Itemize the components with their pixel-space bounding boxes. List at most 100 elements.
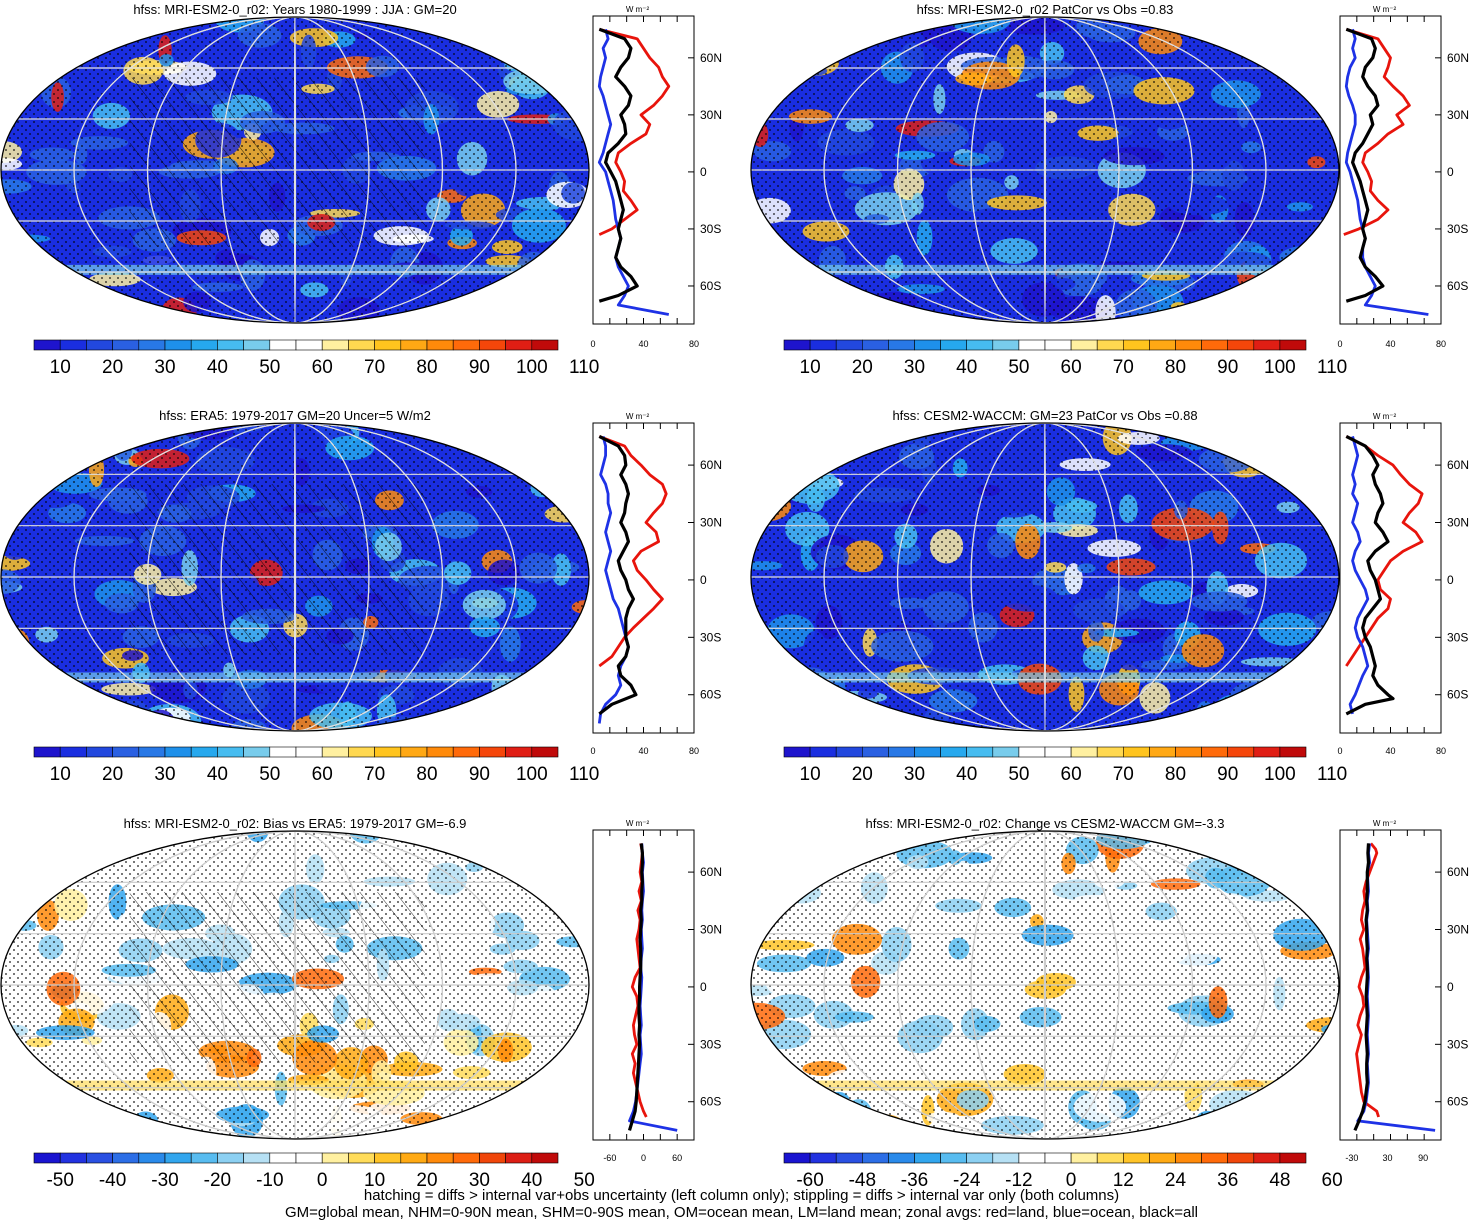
colorbar-swatch — [321, 339, 349, 351]
field-patch — [751, 687, 806, 701]
field-patch — [1, 423, 51, 438]
colorbar-label: 80 — [1165, 764, 1186, 785]
colorbar-swatch — [1201, 1152, 1228, 1164]
zonal-lat-label: 30N — [1447, 516, 1469, 530]
zonal-x-label: 80 — [689, 746, 699, 756]
colorbar-label: 12 — [1113, 1170, 1134, 1191]
colorbar-swatch — [86, 339, 113, 351]
footer-note-1: hatching = diffs > internal var+obs unce… — [363, 1187, 1120, 1204]
zonal-lat-label: 60S — [700, 688, 721, 702]
field-patch — [751, 847, 785, 875]
colorbar-label: 80 — [416, 357, 437, 378]
field-patch — [458, 831, 520, 856]
colorbar-label: 40 — [207, 357, 228, 378]
colorbar-swatch — [138, 339, 166, 351]
colorbar-label: 10 — [364, 1170, 385, 1191]
field-patch — [516, 423, 575, 441]
colorbar-swatch — [1253, 1152, 1281, 1164]
colorbar-label: 70 — [1113, 357, 1134, 378]
field-patch — [1240, 1114, 1277, 1139]
colorbar-label: 24 — [1165, 1170, 1187, 1191]
colorbar-swatch — [321, 1152, 349, 1164]
zonal-x-label: 0 — [1337, 746, 1342, 756]
colorbar-swatch — [295, 746, 323, 758]
colorbar-label: 10 — [800, 764, 821, 785]
field-patch — [1283, 841, 1301, 870]
colorbar-label: 90 — [1217, 764, 1238, 785]
field-patch — [1226, 702, 1246, 731]
colorbar-label: 10 — [50, 764, 71, 785]
colorbar-swatch — [374, 1152, 402, 1164]
zonal-unit-label: W m⁻² — [626, 819, 650, 828]
colorbar-swatch — [809, 746, 837, 758]
field-patch — [479, 434, 531, 453]
colorbar-swatch — [914, 746, 941, 758]
colorbar-swatch — [86, 746, 113, 758]
colorbar-swatch — [112, 746, 140, 758]
graticule-lon — [73, 17, 517, 323]
field-patch — [518, 28, 558, 57]
colorbar-swatch — [269, 1152, 297, 1164]
colorbar-swatch — [835, 1152, 863, 1164]
colorbar-swatch — [33, 339, 61, 351]
zonal-line-all — [1345, 434, 1395, 716]
graticule-lon — [1043, 831, 1047, 1139]
colorbar-label: -50 — [46, 1170, 73, 1191]
field-patch — [518, 688, 569, 705]
colorbar-label: 40 — [207, 764, 228, 785]
zonal-unit-label: W m⁻² — [626, 5, 650, 14]
field-patch — [790, 1127, 848, 1139]
colorbar-label: 60 — [1322, 1170, 1343, 1191]
field-patch — [765, 1065, 782, 1088]
colorbar-swatch — [164, 746, 192, 758]
colorbar-swatch — [966, 746, 994, 758]
zonal-line-all — [1353, 843, 1371, 1132]
field-patch — [801, 702, 821, 711]
colorbar: 10 20 30 40 50 60 70 80 90 100 110 — [783, 339, 1347, 378]
zonal-lat-label: 60N — [1447, 458, 1469, 472]
panel-title: hfss: ERA5: 1979-2017 GM=20 Uncer=5 W/m2 — [159, 408, 431, 423]
field-patch — [552, 675, 589, 706]
field-patch — [551, 437, 589, 461]
graticule-lon — [73, 423, 517, 731]
colorbar-swatch — [59, 1152, 87, 1164]
zonal-x-label: 0 — [590, 339, 595, 349]
panel-title: hfss: CESM2-WACCM: GM=23 PatCor vs Obs =… — [892, 408, 1197, 423]
colorbar-label: -10 — [256, 1170, 283, 1191]
colorbar-label: 20 — [416, 1170, 437, 1191]
colorbar-swatch — [1123, 746, 1150, 758]
field-patch — [33, 20, 49, 41]
colorbar-swatch — [835, 339, 863, 351]
zonal-plot: W m⁻² 60N 30N 0 30S 60S 0 40 80 — [590, 5, 722, 349]
zonal-lat-label: 60S — [1447, 279, 1468, 293]
colorbar-swatch — [914, 1152, 941, 1164]
colorbar-label: 60 — [1061, 764, 1082, 785]
field-patch — [1196, 297, 1237, 316]
zonal-line-land — [598, 27, 671, 236]
colorbar-label: -30 — [151, 1170, 178, 1191]
panel-title: hfss: MRI-ESM2-0_r02 PatCor vs Obs =0.83 — [917, 2, 1174, 17]
graticule-lon — [970, 423, 1120, 731]
colorbar-label: 80 — [416, 764, 437, 785]
colorbar-swatch — [479, 746, 506, 758]
field-patch — [5, 1095, 21, 1107]
field-patch — [769, 712, 827, 731]
zonal-plot: W m⁻² 60N 30N 0 30S 60S 0 40 80 — [590, 412, 722, 756]
map-outline — [0, 830, 590, 1140]
zonal-line-land — [630, 843, 648, 1118]
colorbar-swatch — [217, 1152, 244, 1164]
colorbar-swatch — [217, 746, 244, 758]
zonal-line-land — [598, 435, 668, 668]
field-patch — [533, 679, 569, 698]
colorbar-swatch — [1279, 339, 1307, 351]
colorbar-swatch — [479, 339, 506, 351]
zonal-x-label: 60 — [672, 1153, 682, 1163]
colorbar-swatch — [452, 746, 480, 758]
colorbar-swatch — [400, 746, 428, 758]
field-patch — [1, 1077, 24, 1098]
field-patch — [1238, 291, 1264, 302]
zonal-lat-label: 60S — [700, 279, 721, 293]
colorbar: 10 20 30 40 50 60 70 80 90 100 110 — [33, 746, 599, 785]
colorbar-label: 100 — [516, 764, 548, 785]
colorbar-swatch — [400, 339, 428, 351]
